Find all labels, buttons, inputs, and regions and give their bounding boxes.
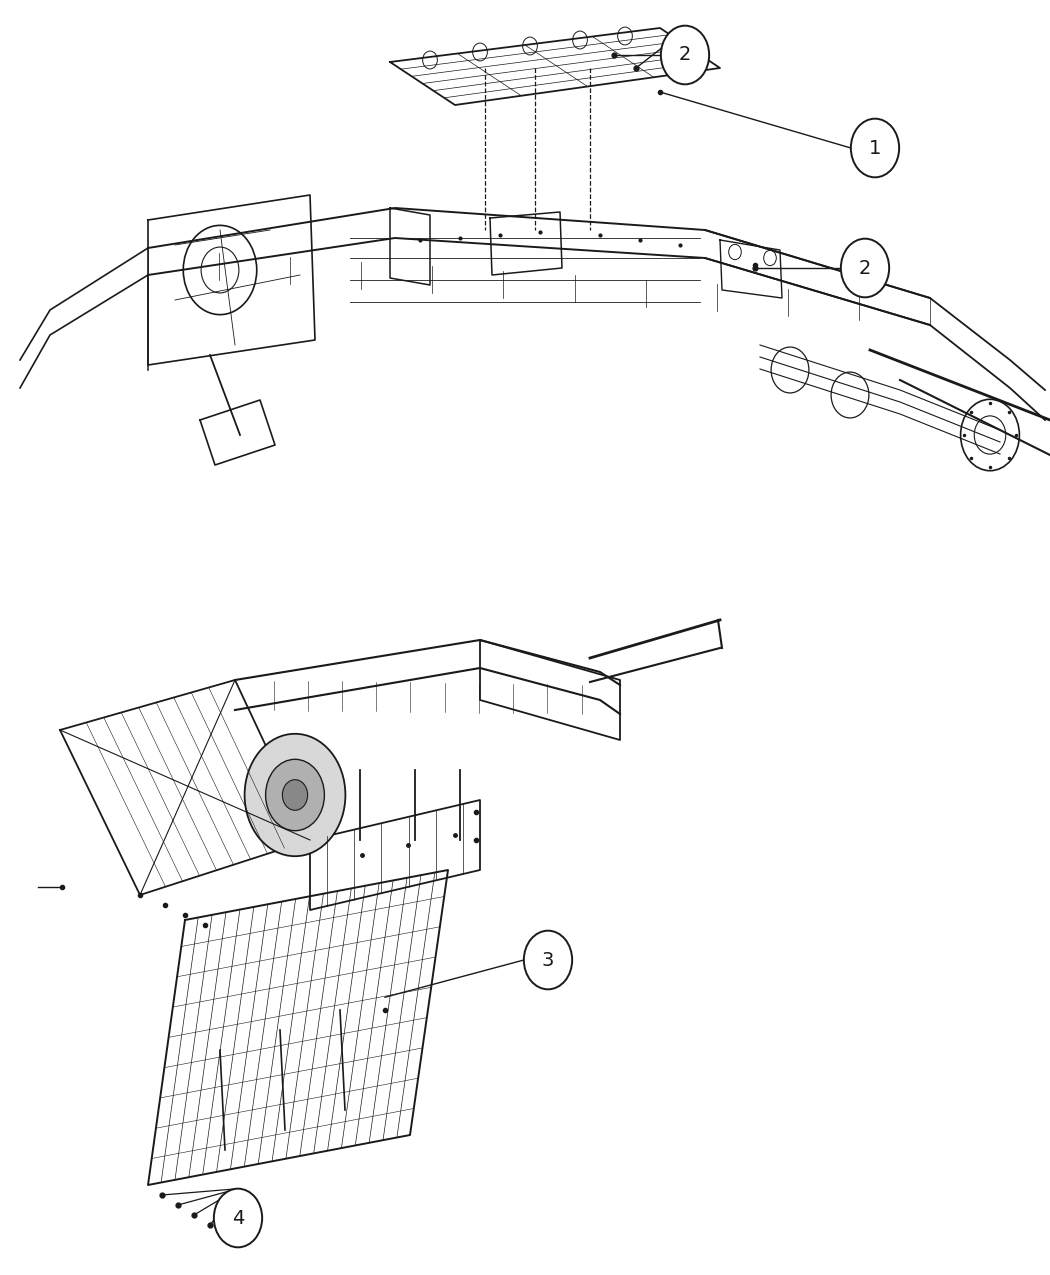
Text: 1: 1 — [868, 139, 881, 158]
Text: 2: 2 — [678, 46, 691, 65]
Circle shape — [282, 780, 308, 811]
Circle shape — [841, 238, 889, 297]
Circle shape — [524, 931, 572, 989]
Circle shape — [245, 734, 345, 857]
Text: 2: 2 — [859, 259, 872, 278]
Circle shape — [850, 119, 899, 177]
Text: 3: 3 — [542, 950, 554, 969]
Circle shape — [214, 1188, 262, 1247]
Circle shape — [660, 26, 709, 84]
Circle shape — [266, 760, 324, 831]
Text: 4: 4 — [232, 1209, 245, 1228]
